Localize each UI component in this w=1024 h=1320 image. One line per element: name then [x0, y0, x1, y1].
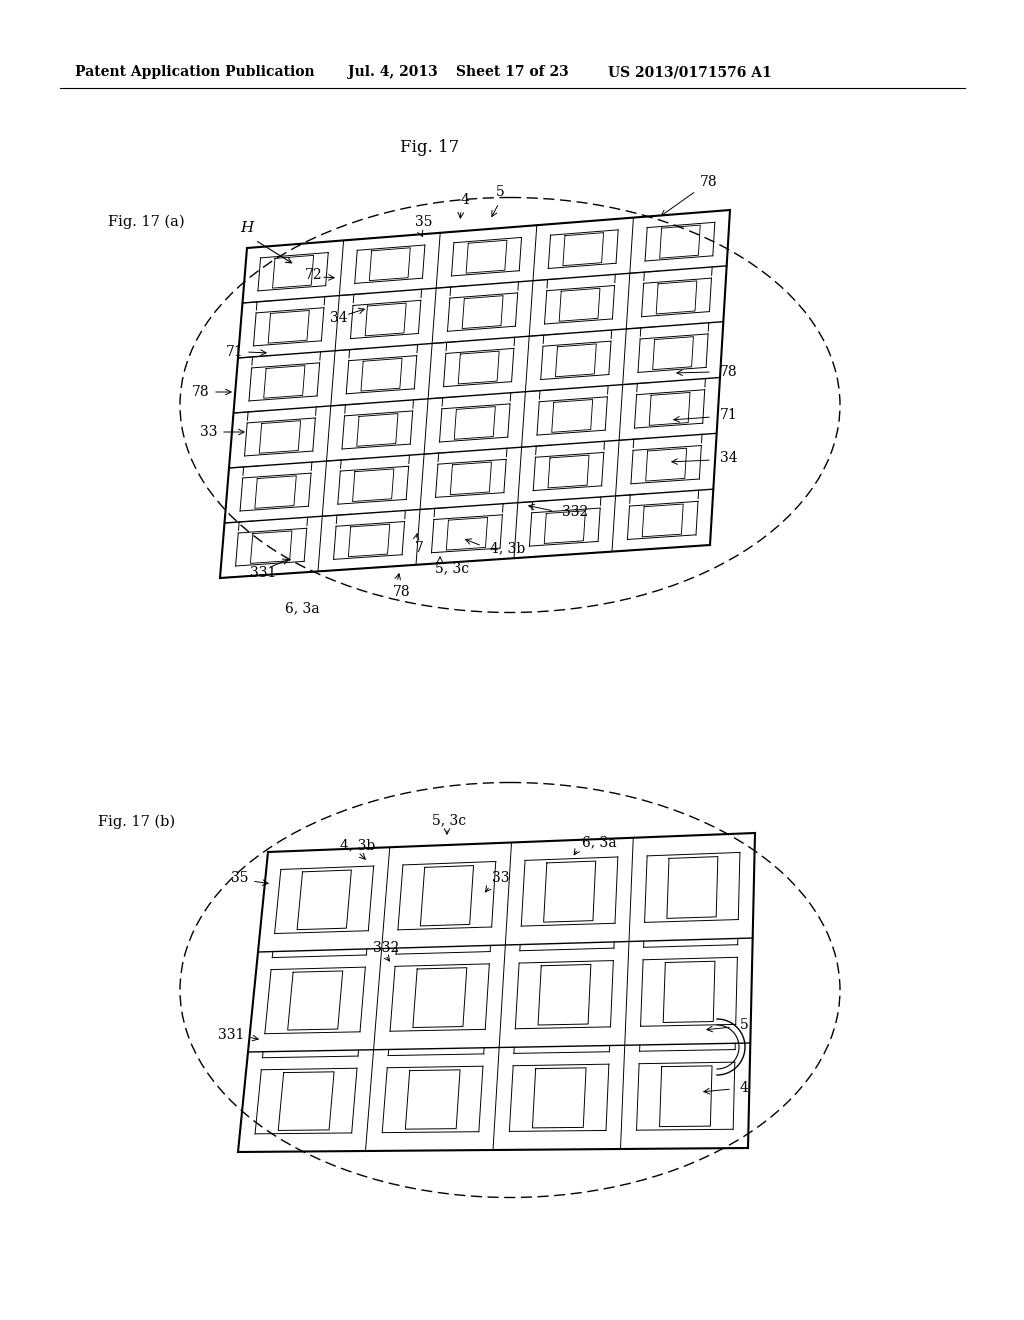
Text: 6, 3a: 6, 3a: [582, 836, 616, 849]
Text: 331: 331: [250, 566, 276, 579]
Text: 34: 34: [720, 451, 737, 465]
Text: 78: 78: [720, 366, 737, 379]
Text: 78: 78: [393, 585, 411, 599]
Text: Jul. 4, 2013: Jul. 4, 2013: [348, 65, 437, 79]
Text: 78: 78: [193, 385, 210, 399]
Text: 71: 71: [226, 345, 244, 359]
Text: 4: 4: [461, 193, 470, 207]
Text: Patent Application Publication: Patent Application Publication: [75, 65, 314, 79]
Text: 7: 7: [415, 541, 424, 554]
Text: 4, 3b: 4, 3b: [490, 541, 525, 554]
Text: 71: 71: [720, 408, 737, 422]
Text: 6, 3a: 6, 3a: [285, 601, 319, 615]
Text: 5, 3c: 5, 3c: [435, 561, 469, 576]
Text: 5: 5: [740, 1018, 749, 1032]
Text: 4: 4: [740, 1081, 749, 1096]
Text: 5, 3c: 5, 3c: [432, 813, 466, 828]
Text: 34: 34: [330, 312, 347, 325]
Text: 35: 35: [231, 871, 249, 884]
Text: 35: 35: [415, 215, 432, 228]
Text: US 2013/0171576 A1: US 2013/0171576 A1: [608, 65, 772, 79]
Text: 332: 332: [373, 941, 399, 954]
Text: 72: 72: [305, 268, 323, 282]
Text: 331: 331: [218, 1028, 245, 1041]
Text: 33: 33: [200, 425, 217, 440]
Text: H: H: [240, 220, 253, 235]
Text: 4, 3b: 4, 3b: [340, 838, 375, 851]
Text: Fig. 17: Fig. 17: [400, 140, 460, 157]
Text: Sheet 17 of 23: Sheet 17 of 23: [456, 65, 568, 79]
Text: 78: 78: [700, 176, 718, 189]
Text: 33: 33: [492, 871, 510, 884]
Text: Fig. 17 (a): Fig. 17 (a): [108, 215, 184, 230]
Text: 5: 5: [496, 185, 505, 199]
Text: Fig. 17 (b): Fig. 17 (b): [98, 814, 175, 829]
Text: 332: 332: [562, 506, 588, 519]
